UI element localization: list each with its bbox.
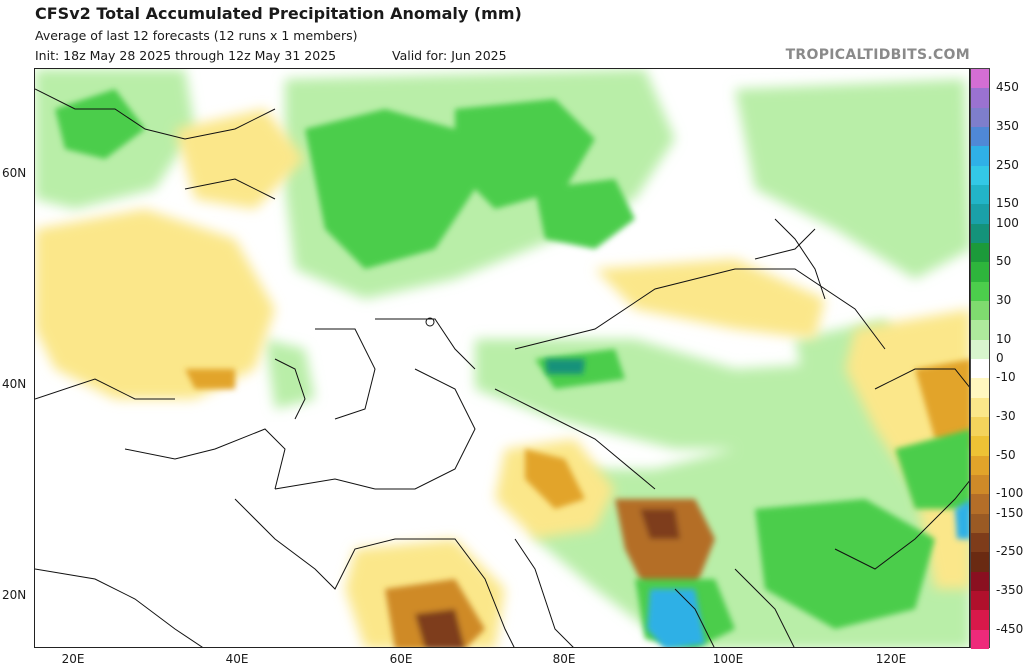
lat-label-40n: 40N [2,377,27,391]
lon-label-100e: 100E [712,652,744,666]
colorbar-tick-label: 30 [996,293,1012,307]
colorbar-segment [971,552,989,572]
colorbar-segment [971,339,989,359]
lon-label-80e: 80E [552,652,576,666]
precipitation-anomaly-map [34,68,970,648]
colorbar-tick-label: -150 [996,505,1024,520]
colorbar-tick-label: -50 [996,447,1016,462]
colorbar-segment [971,223,989,243]
colorbar-segment [971,69,989,89]
lake-marker [425,317,435,327]
colorbar-tick-label: -100 [996,486,1024,501]
chart-subtitle: Average of last 12 forecasts (12 runs x … [35,28,358,43]
colorbar-segment [971,610,989,630]
colorbar-tick-label: -250 [996,544,1024,559]
valid-time-label: Valid for: Jun 2025 [392,48,507,63]
colorbar-segment [971,629,989,649]
colorbar-tick-label: 150 [996,196,1019,211]
colorbar-segment [971,242,989,263]
colorbar-tick-label: 100 [996,215,1019,230]
lat-label-20n: 20N [2,588,27,602]
brand-watermark: TROPICALTIDBITS.COM [785,47,970,63]
lon-label-120e: 120E [875,652,907,666]
colorbar-tick-label: 450 [996,80,1019,95]
map-canvas [35,69,969,647]
lat-label-60n: 60N [2,166,27,180]
colorbar-tick-label: -450 [996,621,1024,636]
anomaly-blue-areas [545,359,969,647]
colorbar-tick-label: 350 [996,119,1019,133]
colorbar-segment [971,320,989,340]
colorbar-segment [971,165,989,185]
chart-title: CFSv2 Total Accumulated Precipitation An… [35,4,522,23]
colorbar-segment [971,590,989,611]
colorbar-segment [971,571,989,591]
colorbar-segment [971,146,989,166]
colorbar-segment [971,107,989,127]
colorbar-tick-label: 10 [996,331,1012,346]
colorbar-segment [971,281,989,301]
colorbar-segment [971,474,989,495]
colorbar-segment [971,204,989,224]
colorbar-segment [971,532,989,553]
lon-label-60e: 60E [389,652,413,666]
colorbar-tick-label: -30 [996,409,1016,423]
colorbar-segment [971,378,989,398]
colorbar-segment [971,88,989,108]
colorbar-tick-label: 250 [996,157,1019,172]
colorbar-tick-label: -10 [996,370,1016,385]
colorbar-segment [971,126,989,147]
colorbar-tick-label: 0 [996,351,1004,365]
anomaly-brown-areas [185,359,969,647]
colorbar-segment [971,184,989,205]
init-time-label: Init: 18z May 28 2025 through 12z May 31… [35,48,337,63]
colorbar-segment [971,262,989,282]
colorbar-segment [971,513,989,533]
map-boundaries [35,88,969,647]
colorbar-segment [971,358,989,379]
colorbar-segment [971,455,989,475]
colorbar-tick-label: -350 [996,583,1024,597]
colorbar-segment [971,436,989,456]
colorbar-segment [971,300,989,321]
lon-label-20e: 20E [61,652,85,666]
lon-label-40e: 40E [225,652,249,666]
colorbar-segment [971,416,989,437]
colorbar [970,68,990,649]
colorbar-tick-label: 50 [996,254,1012,269]
colorbar-segment [971,397,989,417]
colorbar-segment [971,494,989,514]
